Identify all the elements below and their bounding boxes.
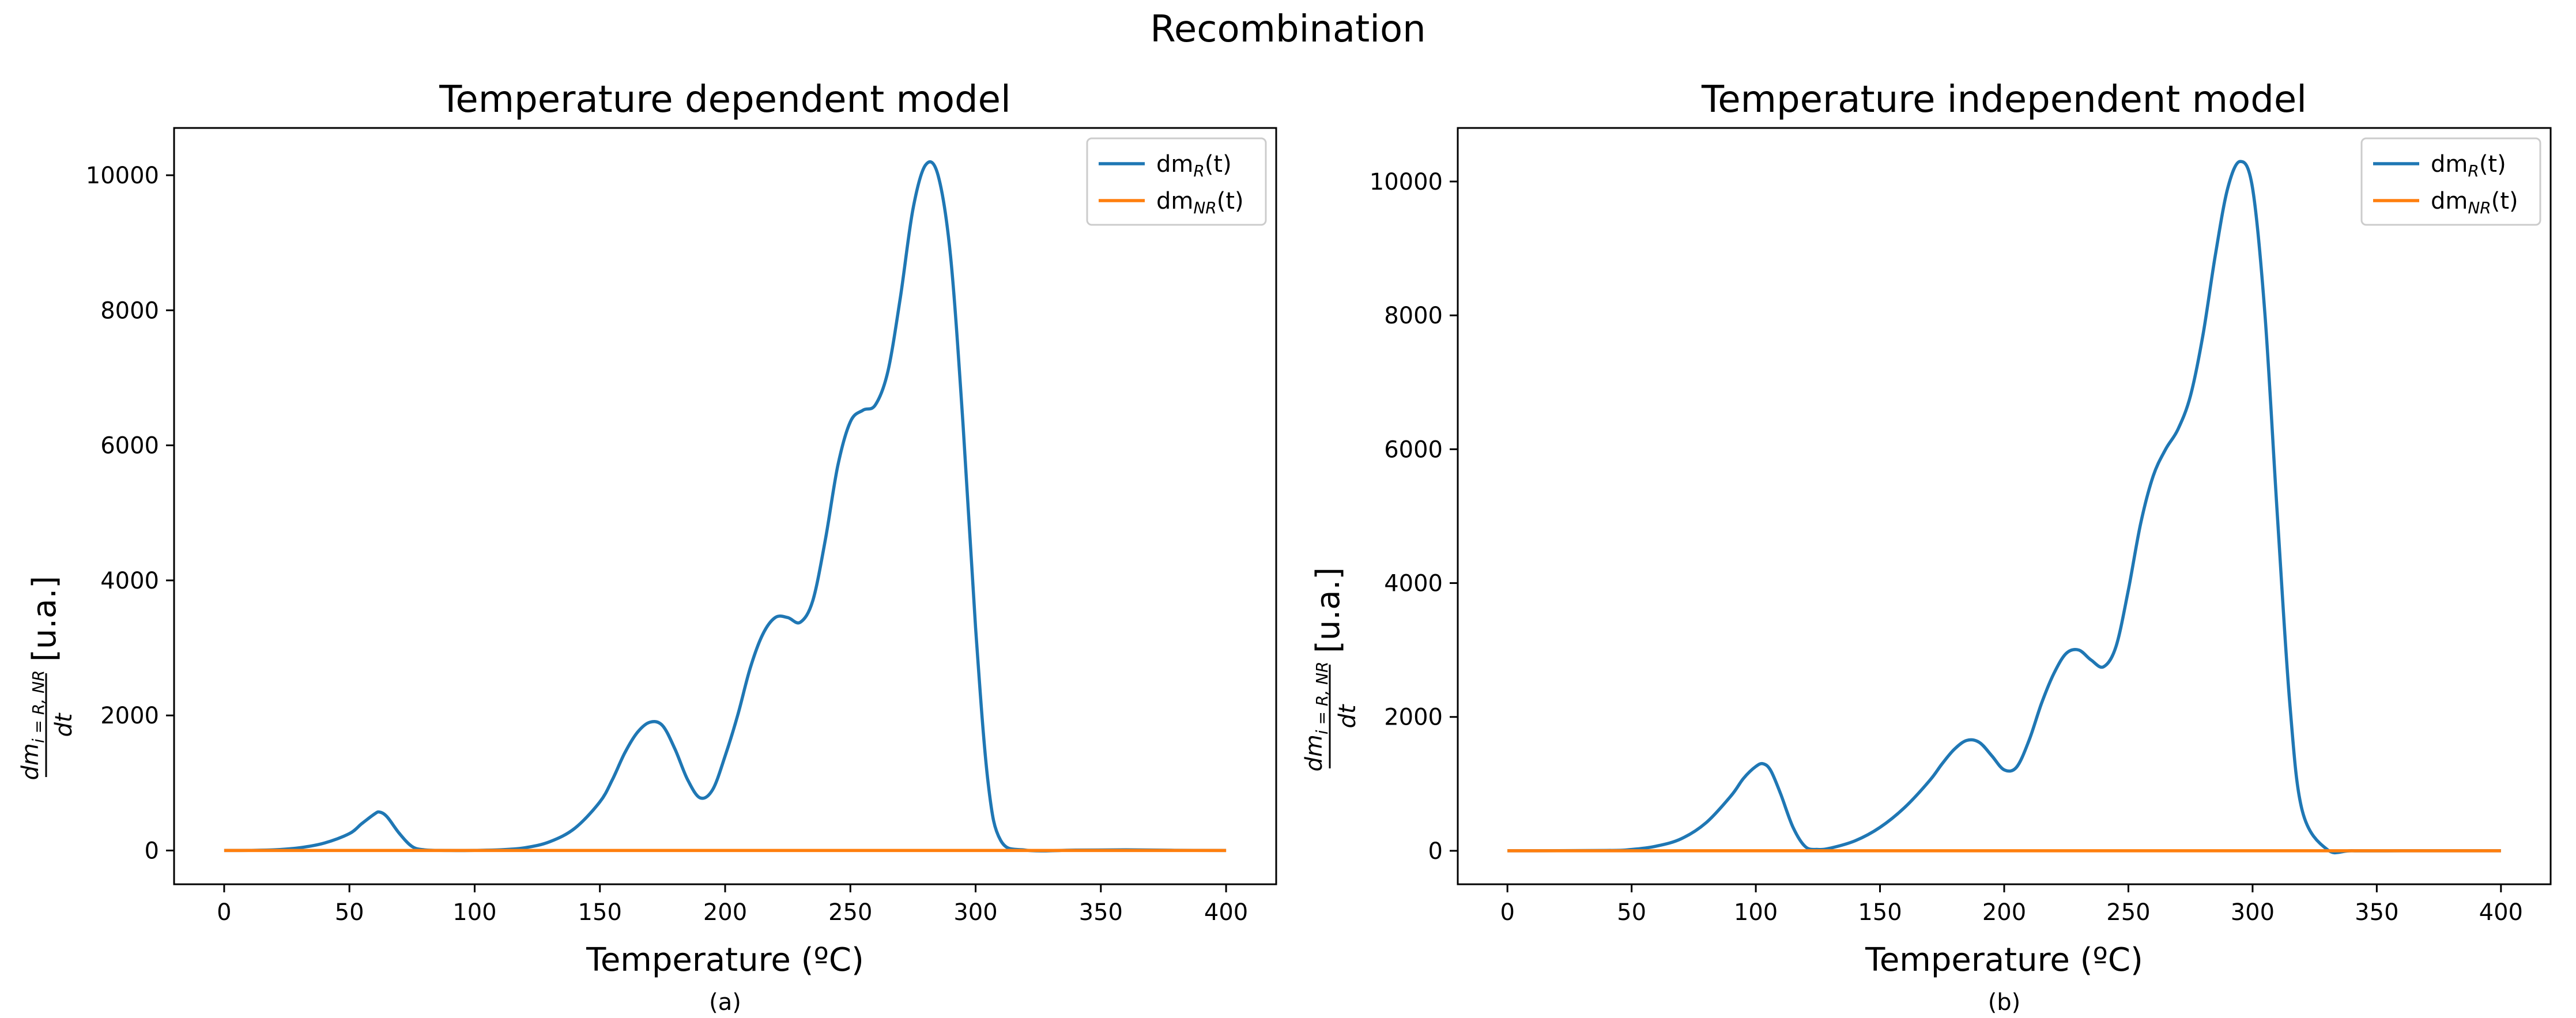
- x-tick-label: 350: [2355, 899, 2398, 926]
- y-axis-label: dmi = R, NR dt [u.a.]: [1301, 567, 1361, 772]
- x-tick-label: 50: [335, 899, 364, 926]
- x-tick-label: 0: [1500, 899, 1514, 926]
- y-tick-label: 4000: [1384, 571, 1443, 597]
- y-tick-label: 10000: [86, 163, 159, 189]
- y-label-denominator: dt: [51, 712, 77, 737]
- x-axis-label: Temperature (ºC): [1865, 941, 2143, 979]
- y-axis-label: dmi = R, NR dt [u.a.]: [17, 576, 77, 781]
- legend-entry-label: dmNR(t): [1156, 188, 1244, 217]
- chart-title: Temperature independent model: [1701, 78, 2307, 121]
- x-tick-label: 150: [1858, 899, 1902, 926]
- legend-entry-label: dmR(t): [1156, 151, 1232, 180]
- legend-box: [2360, 137, 2541, 226]
- x-tick-label: 400: [1204, 899, 1248, 926]
- y-tick-label: 0: [1428, 838, 1443, 865]
- y-tick-label: 10000: [1370, 169, 1443, 195]
- x-tick-label: 250: [828, 899, 872, 926]
- y-tick-label: 6000: [100, 433, 159, 459]
- y-tick-label: 8000: [1384, 303, 1443, 329]
- series-line-dm-r: [224, 160, 1227, 853]
- chart-a-svg: Temperature dependent model 0 50 100 150 200 2…: [17, 78, 1277, 1016]
- y-tick-label: 0: [145, 838, 159, 864]
- y-tick-label: 6000: [1384, 436, 1443, 463]
- plot-frame: [173, 127, 1277, 885]
- x-tick-label: 150: [578, 899, 622, 926]
- panel-label: (b): [1988, 989, 2021, 1016]
- legend-entry-label: dmNR(t): [2431, 188, 2518, 217]
- figure-suptitle: Recombination: [1150, 8, 1426, 51]
- x-tick-label: 50: [1617, 899, 1646, 926]
- chart-panel-b: Temperature independent model 0 50 100 150 20…: [1288, 0, 2575, 1018]
- x-tick-label: 0: [217, 899, 231, 926]
- y-label-denominator: dt: [1334, 704, 1361, 728]
- y-label-numerator: dmi = R, NR: [17, 670, 48, 780]
- x-tick-label: 300: [2231, 899, 2275, 926]
- x-tick-label: 250: [2106, 899, 2150, 926]
- chart-panel-a: Temperature dependent model 0 50 100 150 200 2…: [17, 78, 1277, 1016]
- x-tick-label: 200: [703, 899, 747, 926]
- chart-b-svg: Temperature independent model 0 50 100 150 20…: [1301, 78, 2552, 1016]
- x-tick-label: 400: [2479, 899, 2523, 926]
- x-tick-label: 300: [953, 899, 997, 926]
- y-label-unit: [u.a.]: [1310, 567, 1347, 653]
- y-tick-label: 4000: [100, 568, 159, 594]
- y-tick-label: 2000: [100, 703, 159, 729]
- y-label-numerator: dmi = R, NR: [1301, 661, 1332, 771]
- x-axis-label: Temperature (ºC): [586, 941, 864, 979]
- x-tick-label: 200: [1982, 899, 2026, 926]
- panel-label: (a): [709, 989, 741, 1016]
- legend-entry-label: dmR(t): [2431, 151, 2506, 180]
- y-tick-label: 2000: [1384, 704, 1443, 731]
- x-tick-label: 100: [1734, 899, 1778, 926]
- legend-box: [1086, 137, 1267, 226]
- x-tick-label: 350: [1079, 899, 1123, 926]
- x-tick-label: 100: [452, 899, 496, 926]
- series-line-dm-r: [1507, 160, 2501, 855]
- y-label-unit: [u.a.]: [26, 576, 63, 662]
- chart-title: Temperature dependent model: [439, 78, 1011, 121]
- y-tick-label: 8000: [100, 297, 159, 324]
